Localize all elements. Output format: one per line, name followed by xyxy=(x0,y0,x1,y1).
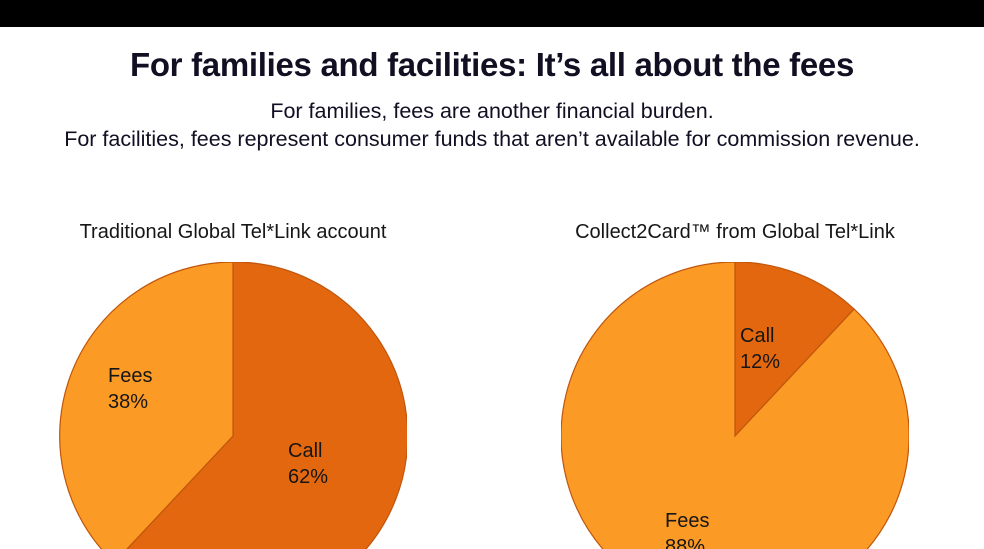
page-title: For families and facilities: It’s all ab… xyxy=(129,46,855,83)
slice-label-fees-left: Fees 38% xyxy=(108,363,152,415)
page-subtitle: For families, fees are another financial… xyxy=(0,97,984,153)
pie-slice-call-12 xyxy=(734,262,855,438)
slice-label-call-left-pct: 62% xyxy=(288,466,329,488)
slice-label-fees-right-pct: 88% xyxy=(665,536,706,549)
pie-chart-collect2card xyxy=(561,262,909,549)
top-black-bar xyxy=(0,0,984,27)
subtitle-line-2: For facilities, fees represent consumer … xyxy=(64,127,920,151)
slice-label-fees-right-name: Fees xyxy=(665,510,710,532)
slice-label-fees-right: Fees 88% xyxy=(665,508,709,549)
slice-label-call-left-name: Call xyxy=(288,440,323,462)
pie-svg-traditional xyxy=(59,262,407,549)
slice-label-call-left: Call 62% xyxy=(288,438,328,490)
pie-slice-fees-88 xyxy=(561,262,909,549)
slice-label-call-right-name: Call xyxy=(740,325,775,347)
slice-label-fees-left-name: Fees xyxy=(108,365,153,387)
pie-slice-fees-38 xyxy=(59,262,234,549)
chart-title-traditional: Traditional Global Tel*Link account xyxy=(79,221,387,243)
slice-label-call-right-pct: 12% xyxy=(740,351,781,373)
pie-slice-call-62 xyxy=(126,262,407,549)
slice-label-call-right: Call 12% xyxy=(740,323,780,375)
chart-title-collect2card: Collect2Card™ from Global Tel*Link xyxy=(575,221,895,243)
slice-label-fees-left-pct: 38% xyxy=(108,391,149,413)
pie-svg-collect2card xyxy=(561,262,909,549)
pie-chart-traditional xyxy=(59,262,407,549)
subtitle-line-1: For families, fees are another financial… xyxy=(270,99,714,123)
